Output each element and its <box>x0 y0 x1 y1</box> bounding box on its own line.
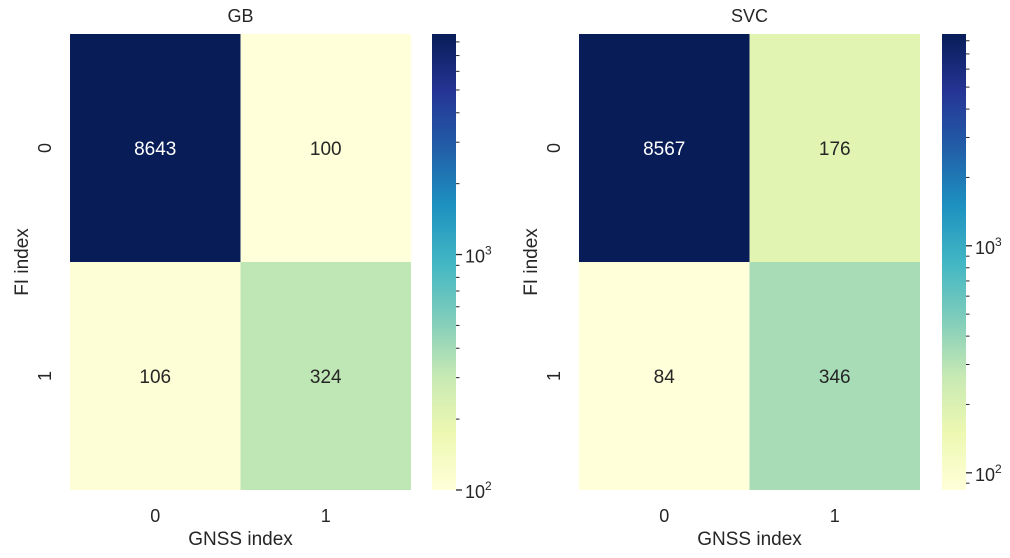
colorbar-tick-exponent: 2 <box>485 479 492 493</box>
chart-title: SVC <box>731 6 768 26</box>
heatmap-cell <box>70 34 241 262</box>
colorbar-tick-label: 102 <box>465 479 492 502</box>
colorbar-tick-base: 10 <box>465 482 485 502</box>
cell-value-label: 100 <box>310 139 342 160</box>
cell-value-label: 176 <box>819 139 851 160</box>
colorbar-tick-exponent: 3 <box>485 244 492 258</box>
colorbar-tick-base: 10 <box>465 247 485 267</box>
y-tick-label: 0 <box>544 143 564 153</box>
x-tick-label: 0 <box>659 506 669 526</box>
cell-value-label: 346 <box>819 367 851 388</box>
cell-value-label: 106 <box>139 367 171 388</box>
colorbar-tick-label: 102 <box>975 462 1002 485</box>
y-tick-label: 1 <box>544 371 564 381</box>
y-tick-label: 1 <box>35 371 55 381</box>
colorbar-tick-exponent: 2 <box>995 462 1002 476</box>
heatmap-cell <box>749 262 920 490</box>
heatmap-cell <box>240 262 411 490</box>
x-tick-label: 1 <box>830 506 840 526</box>
cell-value-label: 84 <box>654 367 676 388</box>
heatmap-cell <box>240 34 411 262</box>
colorbar-tick-base: 10 <box>975 238 995 258</box>
y-tick-label: 0 <box>35 143 55 153</box>
heatmap-cell <box>749 34 920 262</box>
colorbar-tick-label: 103 <box>465 244 492 267</box>
x-axis-label: GNSS index <box>188 529 293 550</box>
y-axis-label: FI index <box>521 228 542 296</box>
x-tick-label: 1 <box>321 506 331 526</box>
x-axis-label: GNSS index <box>697 529 802 550</box>
chart-title: GB <box>227 6 253 26</box>
heatmap-cell <box>579 34 750 262</box>
colorbar <box>942 34 966 490</box>
cell-value-label: 324 <box>310 367 342 388</box>
cell-value-label: 8567 <box>643 139 685 160</box>
heatmap-cell <box>579 262 750 490</box>
colorbar <box>432 34 456 490</box>
x-tick-label: 0 <box>150 506 160 526</box>
cell-value-label: 8643 <box>134 139 176 160</box>
colorbar-tick-exponent: 3 <box>995 235 1002 249</box>
colorbar-tick-label: 103 <box>975 235 1002 258</box>
colorbar-tick-base: 10 <box>975 465 995 485</box>
y-axis-label: FI index <box>12 228 33 296</box>
heatmap-cell <box>70 262 241 490</box>
